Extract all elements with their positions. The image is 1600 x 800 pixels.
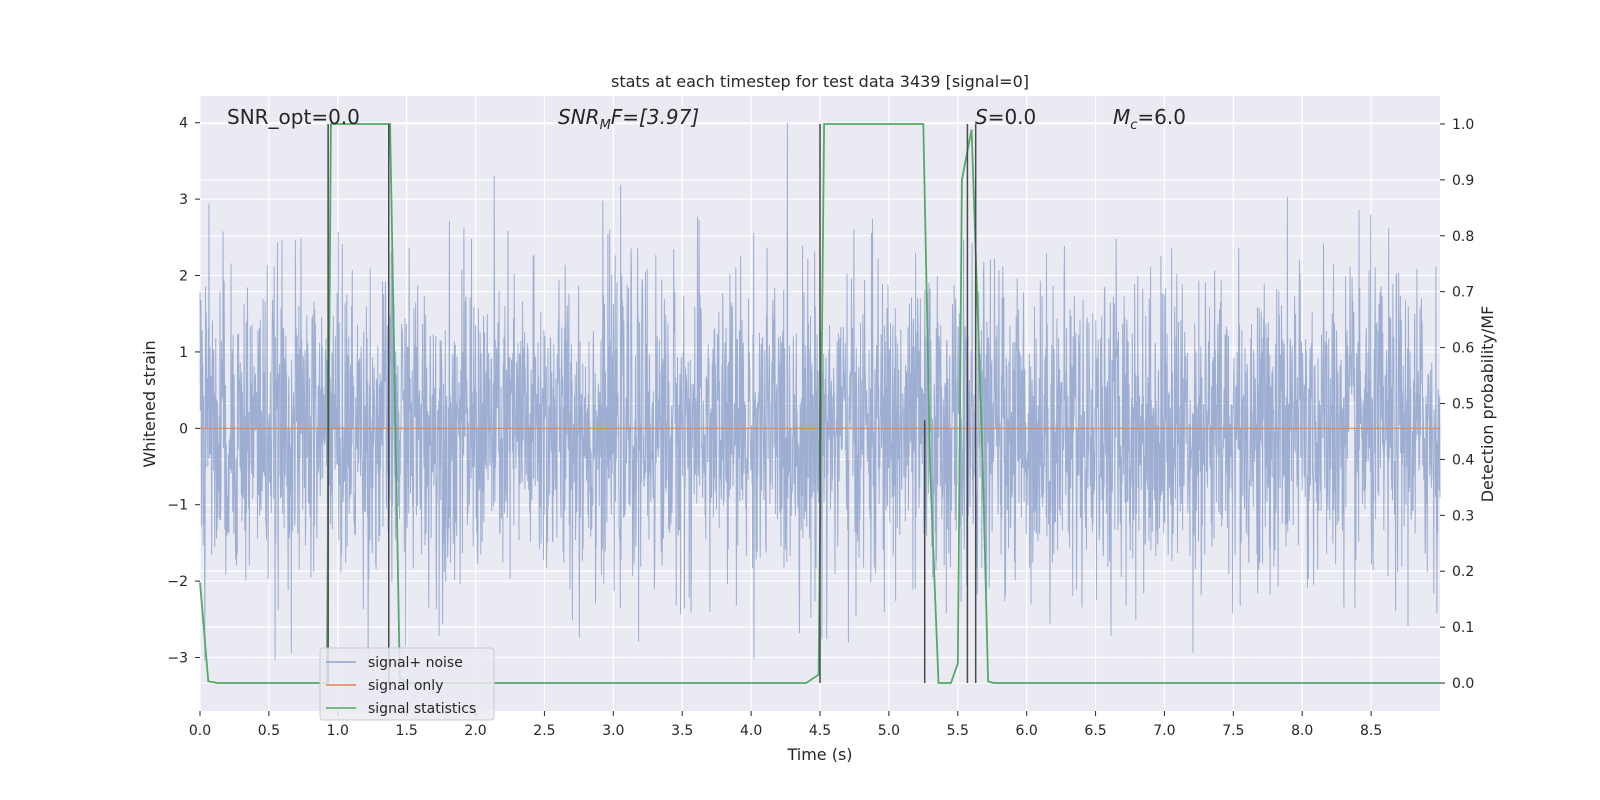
x-tick-label: 4.0 xyxy=(740,723,762,739)
y-tick-label: 0 xyxy=(179,421,188,437)
y2-tick-label: 0.0 xyxy=(1452,676,1474,692)
y2-tick-label: 0.5 xyxy=(1452,397,1474,413)
y-tick-label: −2 xyxy=(167,574,188,590)
y-tick-label: 1 xyxy=(179,345,188,361)
y2-tick-label: 0.8 xyxy=(1452,229,1474,245)
x-tick-label: 5.0 xyxy=(878,723,900,739)
snr-mf-sub: M xyxy=(600,118,611,133)
x-tick-label: 5.5 xyxy=(947,723,969,739)
snr-mf-annotation: SNRMF=[3.97] xyxy=(558,105,699,133)
snr-opt-annotation: SNR_opt=0.0 xyxy=(227,105,360,129)
snr-mf-base: SNR xyxy=(558,105,600,129)
snr-mf-rest: F=[3.97] xyxy=(611,105,699,129)
s-rest: =0.0 xyxy=(988,105,1037,129)
y-tick-label: −3 xyxy=(167,651,188,667)
mc-rest: =6.0 xyxy=(1137,105,1186,129)
legend-label-stats: signal statistics xyxy=(368,701,476,717)
x-tick-label: 1.5 xyxy=(396,723,418,739)
legend-label-noise: signal+ noise xyxy=(368,655,463,671)
x-tick-label: 6.0 xyxy=(1016,723,1038,739)
mc-annotation: Mc=6.0 xyxy=(1113,105,1186,133)
x-tick-label: 2.0 xyxy=(464,723,486,739)
y-tick-label: 3 xyxy=(179,192,188,208)
y2-axis-ticks: 0.0 0.1 0.2 0.3 0.4 0.5 0.6 0.7 0.8 0.9 1.0 xyxy=(1440,117,1474,692)
legend-box xyxy=(319,647,495,721)
y2-tick-label: 0.6 xyxy=(1452,341,1474,357)
x-tick-label: 7.5 xyxy=(1222,723,1244,739)
s-italic: S xyxy=(975,105,988,129)
y-tick-label: 2 xyxy=(179,269,188,285)
y-axis-ticks: −3 −2 −1 0 1 2 3 4 xyxy=(167,116,200,667)
x-tick-label: 8.0 xyxy=(1291,723,1313,739)
y-tick-label: 4 xyxy=(179,116,188,132)
x-tick-label: 0.5 xyxy=(258,723,280,739)
y2-axis-label: Detection probability/MF xyxy=(1478,306,1497,503)
x-tick-label: 3.0 xyxy=(602,723,624,739)
legend-label-signal: signal only xyxy=(368,678,443,694)
x-tick-label: 4.5 xyxy=(809,723,831,739)
y2-tick-label: 1.0 xyxy=(1452,117,1474,133)
x-tick-label: 1.0 xyxy=(327,723,349,739)
x-tick-label: 6.5 xyxy=(1084,723,1106,739)
mc-sub: c xyxy=(1130,118,1137,133)
y-axis-label: Whitened strain xyxy=(140,340,159,467)
x-tick-label: 0.0 xyxy=(189,723,211,739)
x-axis-ticks: 0.0 0.5 1.0 1.5 2.0 2.5 3.0 3.5 4.0 4.5 5.0 5.5 6.0 6… xyxy=(189,711,1382,739)
x-axis-label: Time (s) xyxy=(786,745,852,764)
chart-title: stats at each timestep for test data 343… xyxy=(611,72,1029,91)
y2-tick-label: 0.3 xyxy=(1452,508,1474,524)
x-tick-label: 2.5 xyxy=(533,723,555,739)
s-annotation: S=0.0 xyxy=(975,105,1036,129)
vertical-markers xyxy=(327,123,977,684)
y-tick-label: −1 xyxy=(167,498,188,514)
y2-tick-label: 0.4 xyxy=(1452,452,1474,468)
y2-tick-label: 0.1 xyxy=(1452,620,1474,636)
y2-tick-label: 0.9 xyxy=(1452,173,1474,189)
x-tick-label: 3.5 xyxy=(671,723,693,739)
x-tick-label: 8.5 xyxy=(1360,723,1382,739)
y2-tick-label: 0.7 xyxy=(1452,285,1474,301)
legend: signal+ noise signal only signal statist… xyxy=(319,647,495,721)
y2-tick-label: 0.2 xyxy=(1452,564,1474,580)
mc-base: M xyxy=(1113,105,1130,129)
x-tick-label: 7.0 xyxy=(1153,723,1175,739)
